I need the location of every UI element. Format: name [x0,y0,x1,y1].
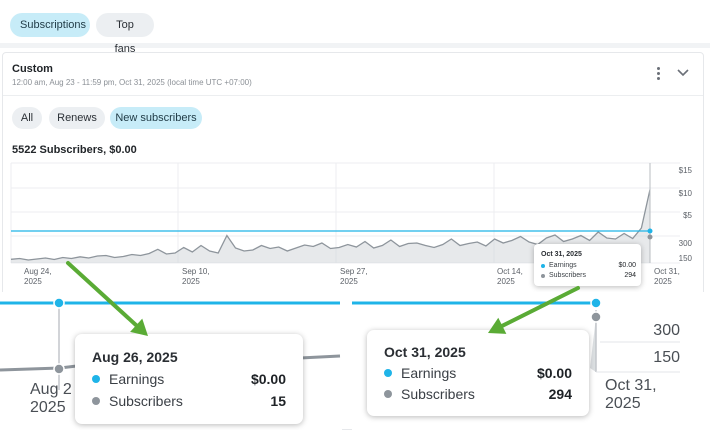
tooltip-date: Oct 31, 2025 [541,251,582,258]
zoom-right-earnings-value: $0.00 [536,365,572,381]
earnings-legend-dot [384,369,392,377]
x-tick-year: 2025 [340,277,358,286]
earnings-legend-dot [541,263,545,268]
zoom-right-subscribers-value: 294 [548,386,572,402]
arrow-left-shaft [66,261,139,328]
zoom-right-subscribers-point [590,311,602,323]
arrow-right-head [488,317,507,334]
x-tick-label: Oct 14, [497,267,523,276]
y-tick-subscribers: 150 [679,254,693,263]
subscribers-point [647,234,653,240]
subscribers-line [10,189,651,261]
x-tick-year: 2025 [182,277,200,286]
subscribers-area [11,189,650,263]
zoom-right-earnings-point [590,297,602,309]
x-tick-year: 2025 [497,277,515,286]
zoom-right-row-earnings: Earnings [384,365,456,381]
tooltip-row-earnings: Earnings [541,262,577,269]
tooltip-earnings-value: $0.00 [618,262,636,269]
x-tick-label: Aug 24, [24,267,52,276]
zoom-right-row-subscribers: Subscribers [384,386,475,402]
zoom-right-y-tick: 300 [653,322,680,339]
period-title: Custom [12,63,53,75]
header-divider [3,95,703,96]
earnings-point [647,228,653,234]
subscribers-legend-dot [384,390,392,398]
y-tick-subscribers: 300 [679,239,693,248]
chip-all[interactable]: All [12,107,42,129]
subscribers-legend-dot [92,397,100,405]
zoom-left-subscribers-point [53,363,65,375]
zoom-tooltip-left: Aug 26, 2025 Earnings $0.00 Subscribers … [75,334,303,424]
zoom-left-earnings-value: $0.00 [250,371,286,387]
period-subtitle: 12:00 am, Aug 23 - 11:59 pm, Oct 31, 202… [12,78,252,87]
tooltip-subscribers-value: 294 [624,272,636,279]
arrow-right-shaft [500,286,580,328]
zoom-right-date: Oct 31, 2025 [384,344,466,360]
x-tick-label: Sep 27, [340,267,368,276]
chevron-down-icon[interactable] [677,68,689,78]
zoom-left-subscribers-value: 15 [270,393,286,409]
zoom-left-earnings-point [53,297,65,309]
zoom-right-axis-year: 2025 [605,395,641,412]
more-vertical-icon[interactable] [653,66,663,82]
earnings-legend-dot [92,375,100,383]
chip-subscriptions[interactable]: Subscriptions [10,13,90,37]
zoom-left-row-subscribers: Subscribers [92,393,183,409]
x-tick-year: 2025 [654,277,672,286]
chip-renews[interactable]: Renews [49,107,105,129]
x-tick-label: Oct 31, [654,267,680,276]
chart-summary: 5522 Subscribers, $0.00 [12,144,137,156]
y-tick-earnings: $10 [679,189,693,198]
y-tick-earnings: $15 [679,166,693,175]
zoom-right-y-tick: 150 [653,349,680,366]
zoom-right-axis-label: Oct 31, [605,377,657,394]
top-filter-bar: Subscriptions Top fans [0,0,710,55]
x-tick-year: 2025 [24,277,42,286]
subscribers-legend-dot [541,273,545,278]
x-tick-label: Sep 10, [182,267,210,276]
chip-new-subscribers[interactable]: New subscribers [110,107,202,129]
zoom-tooltip-right: Oct 31, 2025 Earnings $0.00 Subscribers … [367,330,589,416]
zoom-left-axis-year: 2025 [30,399,66,416]
zoom-left-axis-label: Aug 2 [30,381,72,398]
y-tick-earnings: $5 [683,211,692,220]
zoom-right-subscribers-area [590,317,596,372]
arrow-left-head [130,318,148,336]
chart-tooltip: Oct 31, 2025 Earnings $0.00 Subscribers … [534,244,641,286]
zoom-left-date: Aug 26, 2025 [92,349,178,365]
tooltip-row-subscribers: Subscribers [541,272,586,279]
zoom-left-row-earnings: Earnings [92,371,164,387]
